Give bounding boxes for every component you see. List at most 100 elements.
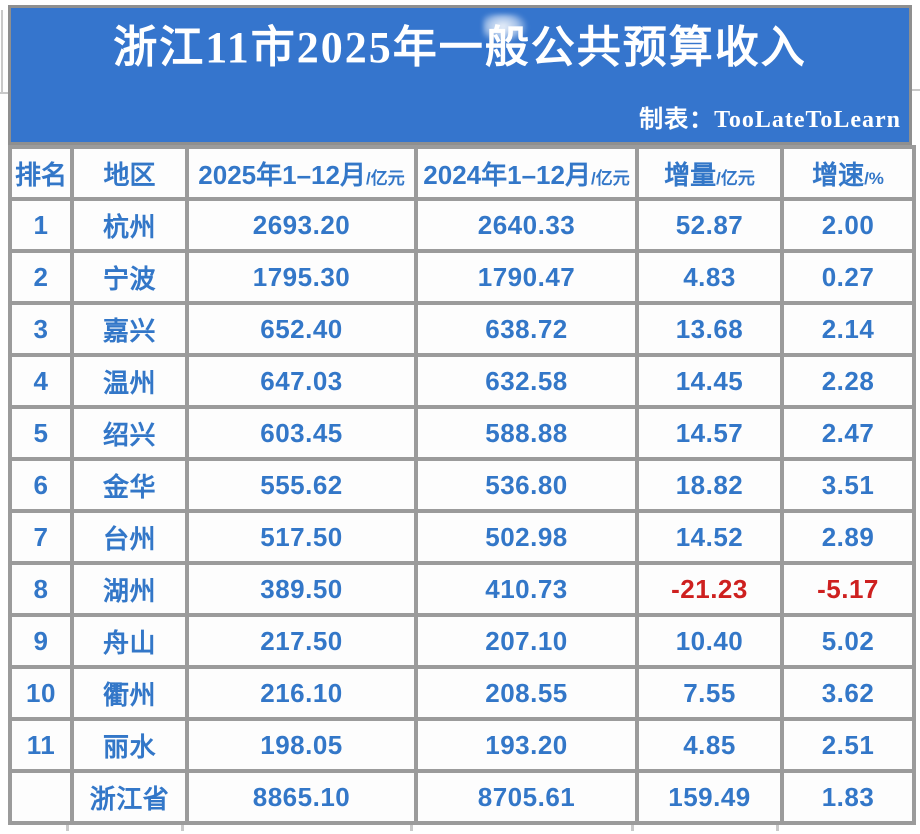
col-header-delta: 增量/亿元 [635, 145, 784, 201]
region-cell: 浙江省 [70, 769, 189, 825]
rank-cell: 6 [8, 457, 74, 513]
col-header-growth: 增速/% [780, 145, 916, 201]
gridline [0, 92, 8, 94]
col-header-label: 2025年1–12月 [198, 159, 366, 190]
growth-cell: 1.83 [780, 769, 916, 825]
title-suffix: 公共预算收入 [530, 23, 807, 72]
region-cell: 温州 [70, 353, 189, 409]
table-row: 8 湖州 389.50 410.73 -21.23 -5.17 [8, 561, 916, 617]
header-row: 排名 地区 2025年1–12月/亿元 2024年1–12月/亿元 增量/亿元 … [8, 145, 916, 201]
value-2025-cell: 1795.30 [185, 249, 418, 305]
growth-cell: 2.47 [780, 405, 916, 461]
region-cell: 嘉兴 [70, 301, 189, 357]
table-row: 7 台州 517.50 502.98 14.52 2.89 [8, 509, 916, 565]
gridline [410, 825, 413, 831]
value-2024-cell: 502.98 [414, 509, 639, 565]
banner: 浙江11市2025年一般公共预算收入 制表：TooLateToLearn [8, 5, 912, 145]
table-row: 9 舟山 217.50 207.10 10.40 5.02 [8, 613, 916, 669]
value-2024-cell: 193.20 [414, 717, 639, 773]
region-cell: 丽水 [70, 717, 189, 773]
delta-cell: 14.57 [635, 405, 784, 461]
delta-cell: 4.85 [635, 717, 784, 773]
growth-cell: 2.14 [780, 301, 916, 357]
delta-cell: -21.23 [635, 561, 784, 617]
col-header-unit: /亿元 [716, 168, 755, 188]
value-2024-cell: 2640.33 [414, 197, 639, 253]
col-header-label: 2024年1–12月 [423, 159, 591, 190]
value-2024-cell: 208.55 [414, 665, 639, 721]
delta-cell: 18.82 [635, 457, 784, 513]
rank-cell: 2 [8, 249, 74, 305]
col-header-label: 地区 [103, 159, 156, 190]
region-cell: 绍兴 [70, 405, 189, 461]
col-header-unit: /亿元 [365, 168, 405, 188]
growth-cell: 5.02 [780, 613, 916, 669]
delta-cell: 4.83 [635, 249, 784, 305]
delta-cell: 52.87 [635, 197, 784, 253]
growth-cell: 2.51 [780, 717, 916, 773]
region-cell: 杭州 [70, 197, 189, 253]
value-2024-cell: 8705.61 [414, 769, 639, 825]
table-row: 3 嘉兴 652.40 638.72 13.68 2.14 [8, 301, 916, 357]
value-2025-cell: 2693.20 [185, 197, 418, 253]
revenue-table: 排名 地区 2025年1–12月/亿元 2024年1–12月/亿元 增量/亿元 … [8, 145, 916, 825]
value-2024-cell: 536.80 [414, 457, 639, 513]
value-2024-cell: 638.72 [414, 301, 639, 357]
table-row: 6 金华 555.62 536.80 18.82 3.51 [8, 457, 916, 513]
delta-cell: 13.68 [635, 301, 784, 357]
region-cell: 台州 [70, 509, 189, 565]
region-cell: 衢州 [70, 665, 189, 721]
col-header-label: 增速 [812, 159, 865, 190]
rank-cell: 4 [8, 353, 74, 409]
value-2025-cell: 217.50 [185, 613, 418, 669]
gridline [1, 10, 3, 94]
growth-cell: 3.62 [780, 665, 916, 721]
growth-cell: 2.00 [780, 197, 916, 253]
region-cell: 舟山 [70, 613, 189, 669]
growth-cell: 2.28 [780, 353, 916, 409]
rank-cell: 10 [8, 665, 74, 721]
col-header-label: 增量 [664, 159, 717, 190]
col-header-2024: 2024年1–12月/亿元 [414, 145, 639, 201]
table-body: 1 杭州 2693.20 2640.33 52.87 2.00 2 宁波 1795.30 1790… [8, 197, 916, 825]
rank-cell: 3 [8, 301, 74, 357]
delta-cell: 7.55 [635, 665, 784, 721]
col-header-rank: 排名 [8, 145, 74, 201]
col-header-region: 地区 [70, 145, 189, 201]
gridline [66, 825, 69, 831]
table-row: 2 宁波 1795.30 1790.47 4.83 0.27 [8, 249, 916, 305]
credit-line: 制表：TooLateToLearn [639, 107, 901, 133]
title-smudged-char: 般 [484, 23, 531, 72]
page-title: 浙江11市2025年一般公共预算收入 [11, 23, 909, 72]
value-2025-cell: 8865.10 [185, 769, 418, 825]
gridline [776, 825, 779, 831]
table-row: 浙江省 8865.10 8705.61 159.49 1.83 [8, 769, 916, 825]
value-2025-cell: 389.50 [185, 561, 418, 617]
gridline [912, 89, 920, 91]
value-2024-cell: 632.58 [414, 353, 639, 409]
value-2024-cell: 207.10 [414, 613, 639, 669]
value-2024-cell: 588.88 [414, 405, 639, 461]
col-header-unit: /亿元 [590, 168, 630, 188]
rank-cell: 5 [8, 405, 74, 461]
value-2025-cell: 652.40 [185, 301, 418, 357]
gridline [631, 825, 634, 831]
col-header-unit: /% [864, 168, 884, 188]
value-2024-cell: 1790.47 [414, 249, 639, 305]
value-2025-cell: 555.62 [185, 457, 418, 513]
table-row: 10 衢州 216.10 208.55 7.55 3.62 [8, 665, 916, 721]
region-cell: 宁波 [70, 249, 189, 305]
delta-cell: 14.45 [635, 353, 784, 409]
gridline [181, 825, 184, 831]
rank-cell: 1 [8, 197, 74, 253]
delta-cell: 10.40 [635, 613, 784, 669]
col-header-2025: 2025年1–12月/亿元 [185, 145, 418, 201]
value-2025-cell: 603.45 [185, 405, 418, 461]
growth-cell: 2.89 [780, 509, 916, 565]
table-row: 5 绍兴 603.45 588.88 14.57 2.47 [8, 405, 916, 461]
table-row: 1 杭州 2693.20 2640.33 52.87 2.00 [8, 197, 916, 253]
table-row: 11 丽水 198.05 193.20 4.85 2.51 [8, 717, 916, 773]
rank-cell: 8 [8, 561, 74, 617]
delta-cell: 159.49 [635, 769, 784, 825]
